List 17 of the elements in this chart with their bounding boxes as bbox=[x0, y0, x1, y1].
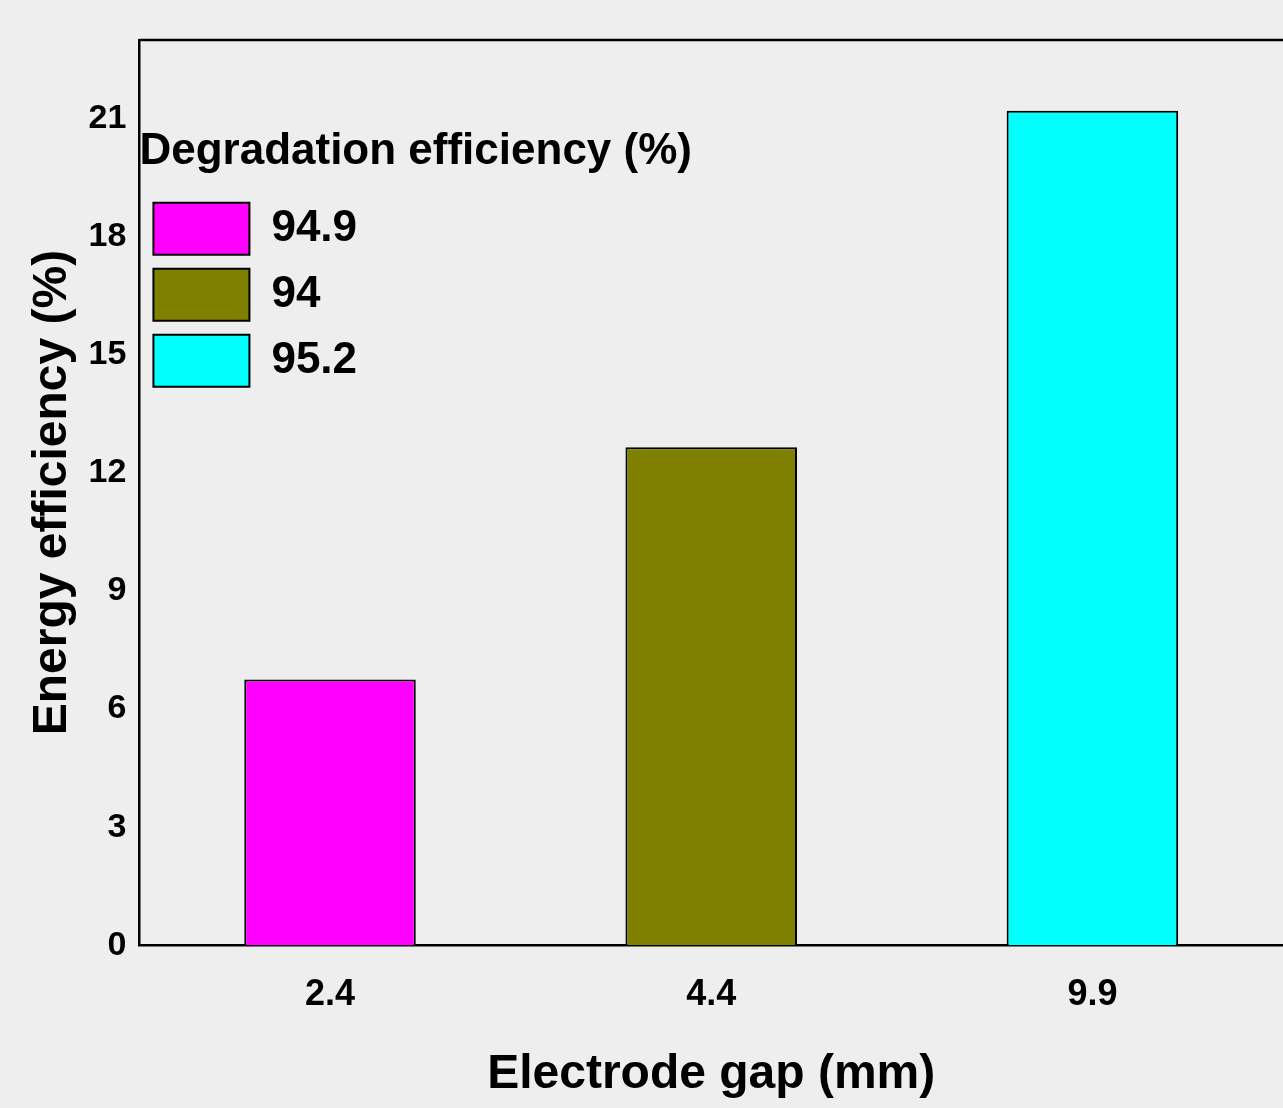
x-axis-title: Electrode gap (mm) bbox=[487, 1045, 936, 1099]
y-tick-label: 6 bbox=[107, 687, 127, 726]
y-tick-label: 12 bbox=[88, 451, 127, 490]
y-tick-label: 15 bbox=[88, 333, 127, 372]
y-tick-label: 0 bbox=[107, 923, 127, 962]
legend-label: 95.2 bbox=[271, 332, 358, 382]
x-tick-label: 9.9 bbox=[1067, 971, 1118, 1013]
x-tick-label: 4.4 bbox=[686, 971, 737, 1013]
legend-label: 94 bbox=[271, 266, 321, 316]
y-tick-label: 21 bbox=[88, 97, 127, 136]
y-tick-label: 18 bbox=[88, 215, 127, 254]
legend-title: Degradation efficiency (%) bbox=[139, 124, 692, 174]
y-axis-title: Energy efficiency (%) bbox=[23, 249, 77, 736]
x-tick-label: 2.4 bbox=[304, 971, 356, 1013]
y-tick-label: 9 bbox=[107, 569, 127, 608]
y-tick-label: 3 bbox=[107, 805, 127, 844]
legend-label: 94.9 bbox=[271, 200, 358, 250]
